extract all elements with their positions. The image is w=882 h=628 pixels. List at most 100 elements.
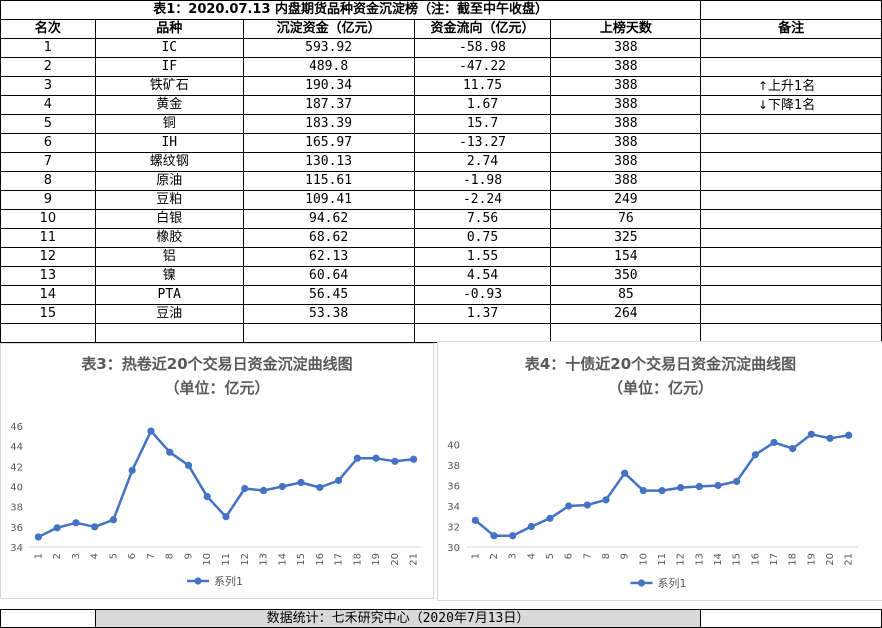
x-tick-label: 18: [352, 553, 363, 566]
days-cell: 388: [550, 133, 702, 153]
y-tick-label: 32: [447, 523, 460, 534]
table-row: 13 镍 60.64 4.54 350: [0, 266, 882, 286]
rank-cell: 2: [0, 57, 96, 77]
flow-cell: 0.75: [413, 228, 552, 248]
variety-cell: 铁矿石: [94, 76, 244, 96]
data-point: [259, 486, 268, 495]
data-point: [278, 482, 286, 491]
x-tick-label: 8: [601, 553, 612, 559]
x-tick-label: 5: [108, 553, 119, 559]
days-cell: 154: [550, 247, 702, 267]
chart-ten-year-bond: 30 32 34 36 38 40 1 2 3 4 5 6 7 8 9 10 11 12 13 14 15 16 17 18 1…: [437, 341, 882, 601]
flow-cell: -47.22: [413, 57, 552, 77]
y-tick-label: 38: [447, 461, 460, 472]
remarks-cell: [700, 285, 882, 305]
flow-cell: 4.54: [413, 266, 552, 286]
empty-cell: [242, 323, 415, 343]
x-tick-label: 18: [788, 553, 799, 566]
y-tick-label: 30: [447, 543, 460, 554]
table-row: 8 原油 115.61 -1.98 388: [0, 171, 882, 191]
header-remarks: 备注: [700, 19, 882, 39]
data-point: [241, 484, 249, 493]
x-tick-label: 20: [390, 553, 401, 566]
funds-cell: 593.92: [242, 38, 415, 58]
remarks-cell: [700, 57, 882, 77]
days-cell: 76: [550, 209, 702, 229]
x-tick-label: 10: [638, 553, 649, 566]
days-cell: 325: [550, 228, 702, 248]
data-point: [583, 501, 591, 509]
empty-cell: [700, 609, 882, 628]
rank-cell: 12: [0, 247, 96, 267]
ranking-table: 表1：2020.07.13 内盘期货品种资金沉淀榜（注：截至中午收盘） 名次 品…: [0, 0, 882, 343]
x-tick-label: 21: [409, 553, 420, 566]
data-point: [166, 448, 174, 456]
variety-cell: 黄金: [94, 95, 244, 115]
funds-cell: 489.8: [242, 57, 415, 77]
data-point: [34, 533, 42, 541]
table-row: 1 IC 593.92 -58.98 388: [0, 38, 882, 58]
variety-cell: 白银: [94, 209, 244, 229]
rank-cell: 8: [0, 171, 96, 191]
flow-cell: 2.74: [413, 152, 552, 172]
rank-cell: 14: [0, 285, 96, 305]
x-tick-label: 1: [470, 553, 481, 559]
variety-cell: 豆粕: [94, 190, 244, 210]
x-tick-label: 19: [371, 553, 382, 566]
variety-cell: 铝: [94, 247, 244, 267]
days-cell: 388: [550, 95, 702, 115]
header-days: 上榜天数: [550, 19, 702, 39]
legend-label: 系列1: [658, 576, 687, 590]
days-cell: 388: [550, 114, 702, 134]
x-tick-label: 17: [334, 553, 345, 566]
data-point: [147, 427, 155, 435]
x-tick-label: 14: [713, 553, 724, 566]
variety-cell: 铜: [94, 114, 244, 134]
data-point: [714, 481, 722, 490]
empty-cell: [0, 323, 96, 343]
flow-cell: -2.24: [413, 190, 552, 210]
funds-cell: 94.62: [242, 209, 415, 229]
header-funds: 沉淀资金（亿元）: [242, 19, 415, 39]
header-rank: 名次: [0, 19, 96, 39]
data-point: [184, 461, 193, 469]
rank-cell: 3: [0, 76, 96, 96]
flow-cell: 1.37: [413, 304, 552, 324]
data-point: [658, 487, 666, 495]
data-point: [639, 487, 647, 495]
chart-hot-rolled-coil: 34 36 38 40 42 44 46 1 2 3 4 5 6 7 8 9 10 11 12 13 14 15 16 17 1…: [0, 343, 434, 599]
remarks-cell: [700, 304, 882, 324]
rank-cell: 5: [0, 114, 96, 134]
data-point: [53, 524, 61, 532]
data-point: [695, 482, 703, 491]
data-point: [203, 492, 211, 501]
flow-cell: 1.67: [413, 95, 552, 115]
flow-cell: 11.75: [413, 76, 552, 96]
x-tick-label: 2: [489, 553, 500, 559]
legend-label: 系列1: [214, 574, 243, 588]
rank-cell: 13: [0, 266, 96, 286]
y-tick-label: 34: [10, 543, 23, 554]
rank-cell: 7: [0, 152, 96, 172]
rank-cell: 1: [0, 38, 96, 58]
note-up-label: 上升1名: [768, 79, 816, 94]
data-point: [845, 431, 853, 439]
data-point: [91, 523, 99, 531]
variety-cell: IF: [94, 57, 244, 77]
table-title: 表1：2020.07.13 内盘期货品种资金沉淀榜（注：截至中午收盘）: [0, 0, 702, 20]
data-point: [751, 451, 759, 459]
table-row: 11 橡胶 68.62 0.75 325: [0, 228, 882, 248]
y-tick-label: 42: [10, 462, 23, 473]
data-point: [602, 496, 610, 504]
variety-cell: 原油: [94, 171, 244, 191]
data-point: [789, 445, 797, 453]
variety-cell: 镍: [94, 266, 244, 286]
funds-cell: 62.13: [242, 247, 415, 267]
rank-cell: 10: [0, 209, 96, 229]
flow-cell: -13.27: [413, 133, 552, 153]
data-point: [297, 478, 305, 487]
x-tick-label: 3: [508, 553, 519, 559]
x-tick-label: 8: [165, 553, 176, 559]
